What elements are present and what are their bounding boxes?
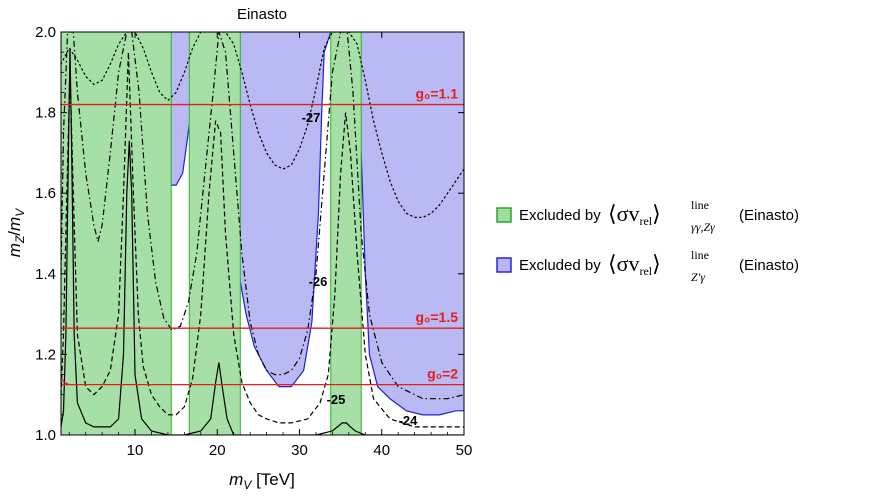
coupling-line-hook xyxy=(61,377,71,386)
x-tick-label: 20 xyxy=(209,442,226,459)
legend: Excluded by ⟨σvrel⟩ lineγγ,Zγ(Einasto)Excl… xyxy=(496,198,799,284)
x-tick-label: 10 xyxy=(127,442,144,459)
coupling-label-3: g₀=2 xyxy=(427,366,458,382)
contour-label-1: -24 xyxy=(399,413,419,428)
contour-label-2: -25 xyxy=(327,392,346,407)
contour-label-3: -26 xyxy=(309,274,328,289)
y-axis-label: mZ/mV xyxy=(5,208,27,257)
legend-sub: γγ,Zγ xyxy=(691,220,715,234)
contour-labels: -24 -25 -26 -27 xyxy=(302,110,419,428)
green-excluded-band-3 xyxy=(330,32,362,435)
contour-solid-minus24 xyxy=(61,48,464,435)
legend-swatch xyxy=(496,257,512,273)
legend-text: Excluded by xyxy=(519,257,601,274)
blue-excluded-boundary xyxy=(171,32,464,416)
y-tick-label: 1.2 xyxy=(35,346,56,363)
contour-dashdot-minus26 xyxy=(61,32,464,400)
x-tick-label: 30 xyxy=(291,442,308,459)
chart-title: Einasto xyxy=(237,6,287,23)
legend-sub: Z′γ xyxy=(691,270,705,284)
legend-math: ⟨σvrel⟩ xyxy=(608,201,661,228)
contour-dotted-minus27 xyxy=(61,32,464,218)
legend-text: Excluded by xyxy=(519,207,601,224)
x-tick-label: 50 xyxy=(456,442,473,459)
legend-entry-2: Excluded by ⟨σvrel⟩ line Z′γ (Einasto) xyxy=(496,248,799,284)
legend-suffix: (Einasto) xyxy=(739,207,799,224)
green-excluded-band-2 xyxy=(188,32,241,435)
y-tick-label: 1.4 xyxy=(35,266,56,283)
contour-label-4: -27 xyxy=(302,110,321,125)
x-tick-label: 40 xyxy=(373,442,390,459)
y-tick-label: 2.0 xyxy=(35,24,56,41)
y-tick-label: 1.8 xyxy=(35,105,56,122)
contour-dashed-minus25 xyxy=(61,52,464,428)
legend-math: ⟨σvrel⟩ xyxy=(608,251,661,278)
y-tick-label: 1.6 xyxy=(35,185,56,202)
coupling-label-2: g₀=1.5 xyxy=(416,309,459,325)
x-axis: 10 20 30 40 50 xyxy=(68,32,473,459)
legend-entry-1: Excluded by ⟨σvrel⟩ line γγ,Zγ (Einasto) xyxy=(496,198,799,234)
legend-sup: line xyxy=(691,198,709,212)
plot-area xyxy=(61,32,464,435)
coupling-label-1: g₀=1.1 xyxy=(416,86,459,102)
legend-swatch xyxy=(496,207,512,223)
line-labels: g₀=1.1 g₀=1.5 g₀=2 xyxy=(416,86,459,382)
legend-suffix: (Einasto) xyxy=(739,257,799,274)
legend-sup: line xyxy=(691,248,709,262)
y-axis: 1.0 1.2 1.4 1.6 1.8 2.0 xyxy=(35,24,464,444)
x-axis-label: mV [TeV] xyxy=(229,470,295,492)
y-tick-label: 1.0 xyxy=(35,427,56,444)
green-excluded-band-1 xyxy=(61,32,172,435)
